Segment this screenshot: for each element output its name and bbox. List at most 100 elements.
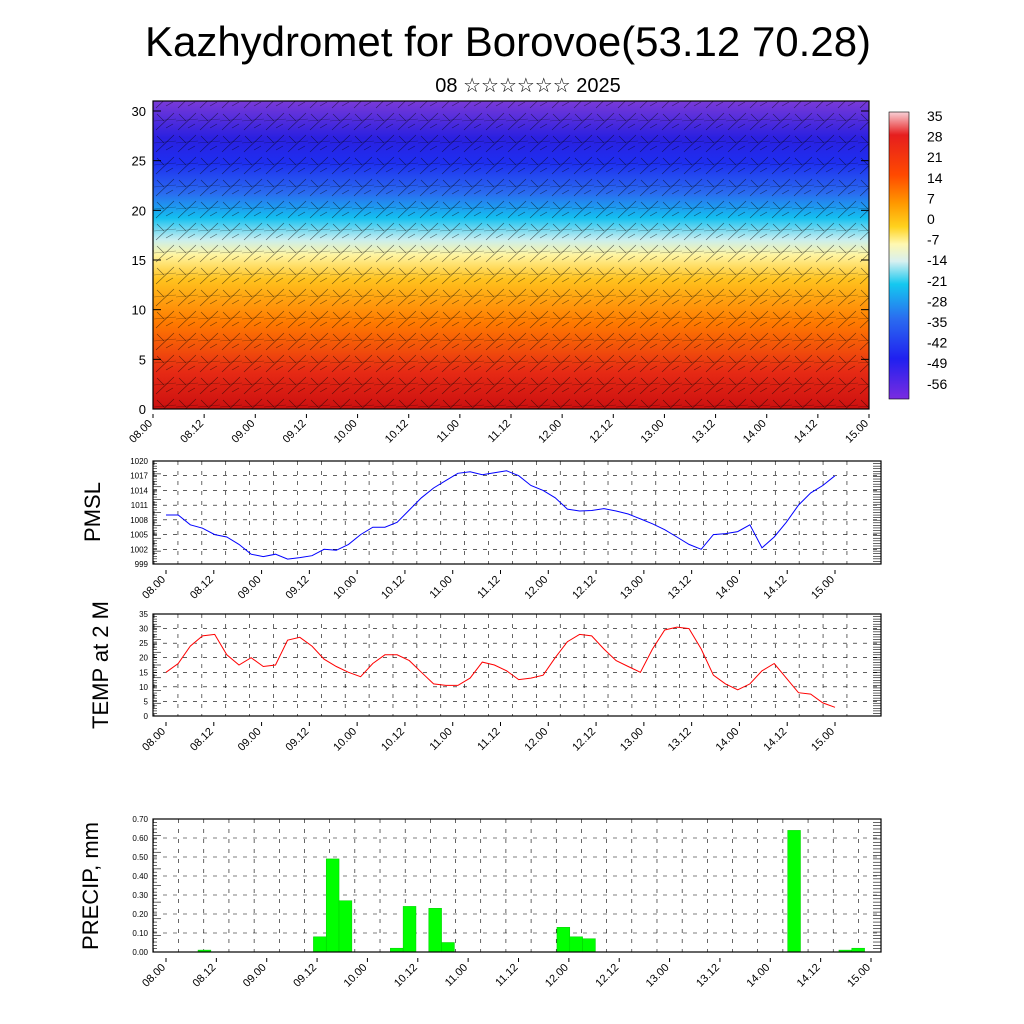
y-tick-label: 20 xyxy=(139,654,148,663)
colorbar-labels: 35 28 21 14 7 0 -7 -14 -21 -28 -35 -42 -49 -56 xyxy=(927,108,947,392)
y-tick-label: 15 xyxy=(132,253,146,268)
x-tick-label: 14.00 xyxy=(741,418,769,446)
x-tick-label: 11.00 xyxy=(427,574,454,601)
colorbar-label: 28 xyxy=(927,129,943,145)
precip-bar xyxy=(428,908,442,953)
y-tick-label: 35 xyxy=(139,610,148,619)
x-tick-label: 11.00 xyxy=(443,962,470,989)
x-tick-label: 14.12 xyxy=(792,418,820,446)
precip-y-axis: 0.00 0.10 0.20 0.30 0.40 0.50 0.60 0.70 xyxy=(132,815,881,957)
x-tick-label: 14.12 xyxy=(761,726,789,754)
y-tick-label: 30 xyxy=(132,104,146,119)
y-tick-label: 10 xyxy=(132,303,146,318)
heatmap-x-axis: 08.00 08.12 09.00 09.12 10.00 10.12 11.00 11.12… xyxy=(127,414,871,446)
x-tick-label: 15.00 xyxy=(843,418,871,446)
page-title: Kazhydromet for Borovoe(53.12 70.28) xyxy=(145,18,871,65)
x-tick-label: 10.00 xyxy=(331,726,359,754)
y-tick-label: 0.10 xyxy=(132,929,148,938)
y-tick-label: 30 xyxy=(139,625,148,634)
x-tick-label: 15.00 xyxy=(809,726,837,754)
y-tick-label: 1011 xyxy=(131,501,149,510)
x-tick-label: 11.00 xyxy=(435,418,462,445)
y-tick-label: 1008 xyxy=(130,516,148,525)
colorbar-label: 14 xyxy=(927,170,943,186)
y-tick-label: 1005 xyxy=(130,531,148,540)
x-tick-label: 15.00 xyxy=(809,574,837,602)
colorbar-label: -49 xyxy=(927,355,947,371)
x-tick-label: 13.00 xyxy=(639,418,667,446)
y-tick-label: 5 xyxy=(144,697,149,706)
colorbar-ramp xyxy=(888,111,910,400)
colorbar-label: 35 xyxy=(927,108,943,124)
pmsl-frame xyxy=(152,460,882,565)
colorbar-label: -7 xyxy=(927,232,940,248)
pmsl-line xyxy=(166,470,836,560)
precip-bar xyxy=(402,906,417,953)
x-tick-label: 08.12 xyxy=(178,418,206,446)
x-tick-label: 11.00 xyxy=(427,726,454,753)
x-tick-label: 09.12 xyxy=(291,962,319,990)
x-tick-label: 10.12 xyxy=(392,962,420,990)
colorbar: 35 28 21 14 7 0 -7 -14 -21 -28 -35 -42 -49 -56 xyxy=(888,108,947,400)
temp-y-axis: 0 5 10 15 20 25 30 35 xyxy=(139,610,881,721)
temp-panel: 0 5 10 15 20 25 30 35 08.00 08.12 09.00 09.12 10.00… xyxy=(88,601,882,754)
x-tick-label: 08.12 xyxy=(191,962,219,990)
x-tick-label: 10.00 xyxy=(331,574,359,602)
precip-bar xyxy=(325,858,340,953)
x-tick-label: 12.12 xyxy=(570,726,598,754)
colorbar-label: 0 xyxy=(927,211,935,227)
y-tick-label: 25 xyxy=(139,639,148,648)
x-tick-label: 08.12 xyxy=(188,726,216,754)
y-tick-label: 0.60 xyxy=(132,834,148,843)
x-tick-label: 10.00 xyxy=(332,418,360,446)
x-tick-label: 11.12 xyxy=(475,726,502,753)
y-tick-label: 0 xyxy=(144,712,149,721)
y-tick-label: 20 xyxy=(132,203,146,218)
x-tick-label: 08.00 xyxy=(140,962,168,990)
x-tick-label: 13.12 xyxy=(666,574,694,602)
wind-vectors-overlay xyxy=(153,101,869,409)
colorbar-label: 7 xyxy=(927,190,935,206)
colorbar-label: -28 xyxy=(927,293,947,309)
x-tick-label: 08.00 xyxy=(140,574,168,602)
precip-bars xyxy=(197,830,865,953)
x-tick-label: 14.00 xyxy=(744,962,772,990)
x-tick-label: 14.00 xyxy=(714,726,742,754)
pmsl-x-axis: 08.00 08.12 09.00 09.12 10.00 10.12 11.00 11.12… xyxy=(140,570,837,602)
precip-bar xyxy=(569,936,583,953)
x-tick-label: 09.00 xyxy=(236,574,264,602)
x-tick-label: 10.00 xyxy=(342,962,370,990)
y-tick-label: 1002 xyxy=(130,545,148,554)
temp-line xyxy=(165,626,836,708)
colorbar-label: -56 xyxy=(927,376,947,392)
y-tick-label: 0.20 xyxy=(132,910,148,919)
colorbar-label: -35 xyxy=(927,314,947,330)
precip-bar xyxy=(787,830,801,953)
x-tick-label: 11.12 xyxy=(475,574,502,601)
y-tick-label: 0.00 xyxy=(132,948,148,957)
temp-grid xyxy=(153,614,881,716)
x-tick-label: 13.12 xyxy=(666,726,694,754)
temp-ylabel: TEMP at 2 M xyxy=(88,601,113,729)
x-tick-label: 13.00 xyxy=(644,962,672,990)
precip-bar xyxy=(556,927,571,953)
precip-x-axis: 08.00 08.12 09.00 09.12 10.00 10.12 11.00 11.12… xyxy=(140,958,873,990)
heatmap-panel: 0 5 10 15 20 25 30 08.00 08.12 09.00 09.12 10.00 10… xyxy=(127,100,871,446)
colorbar-label: -42 xyxy=(927,335,947,351)
heatmap-y-axis: 0 5 10 15 20 25 30 xyxy=(132,104,869,417)
temp-x-axis: 08.00 08.12 09.00 09.12 10.00 10.12 11.00 11.12… xyxy=(140,722,837,754)
x-tick-label: 08.00 xyxy=(140,726,168,754)
y-tick-label: 1017 xyxy=(130,472,148,481)
x-tick-label: 12.12 xyxy=(570,574,598,602)
x-tick-label: 14.00 xyxy=(714,574,742,602)
x-tick-label: 12.00 xyxy=(522,574,550,602)
pmsl-y-axis: 999 1002 1005 1008 1011 1014 1017 1020 xyxy=(130,457,881,569)
precip-grid xyxy=(153,819,881,952)
x-tick-label: 11.12 xyxy=(486,418,513,445)
colorbar-label: 21 xyxy=(927,149,943,165)
x-tick-label: 10.12 xyxy=(379,726,407,754)
y-tick-label: 0.40 xyxy=(132,872,148,881)
heatmap-frame xyxy=(152,100,870,410)
y-tick-label: 999 xyxy=(135,560,149,569)
